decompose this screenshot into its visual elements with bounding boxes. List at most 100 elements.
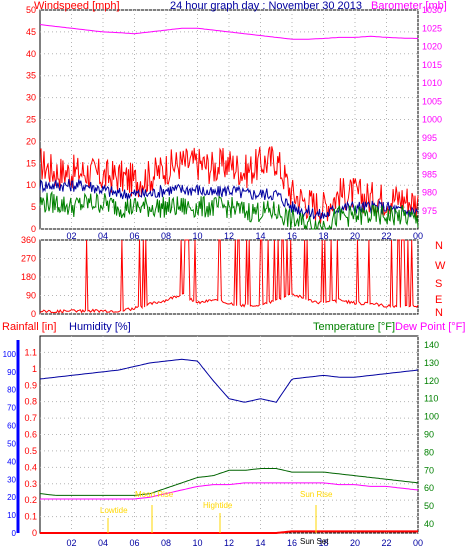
temp-tick-60: 60 — [424, 483, 434, 493]
x-tick-top-22: 22 — [381, 231, 391, 241]
temp-tick-120: 120 — [424, 376, 439, 386]
rain-tick-0.3: 0.3 — [24, 479, 37, 489]
humidity-tick-90: 90 — [7, 368, 16, 377]
x-tick-bottom-02: 02 — [66, 538, 76, 548]
temp-tick-80: 80 — [424, 447, 434, 457]
dir-tick-270: 270 — [21, 254, 36, 264]
x-tick-bottom-18: 18 — [318, 538, 328, 548]
x-tick-bottom-00: 00 — [413, 538, 423, 548]
temp-tick-140: 140 — [424, 340, 439, 350]
humidity-tick-20: 20 — [7, 493, 16, 502]
baro-tick-1025: 1025 — [422, 23, 442, 33]
wind-tick-40: 40 — [26, 49, 36, 59]
data-series — [39, 24, 419, 534]
rain-title: Rainfall [in] — [2, 321, 56, 333]
series-barometer — [39, 24, 419, 40]
rain-tick-0.5: 0.5 — [24, 446, 37, 456]
temp-tick-50: 50 — [424, 501, 434, 511]
dir-tick-0: 0 — [31, 309, 36, 319]
baro-tick-975: 975 — [422, 206, 437, 216]
annotation-sunrise: Sun Rise — [300, 490, 333, 499]
dir-tick-180: 180 — [21, 272, 36, 282]
rain-tick-1: 1 — [32, 364, 37, 374]
x-tick-bottom-12: 12 — [224, 538, 234, 548]
baro-tick-1030: 1030 — [422, 5, 442, 15]
annotation-lowtide: Lowtide — [100, 506, 128, 515]
x-tick-bottom-10: 10 — [192, 538, 202, 548]
x-tick-top-12: 12 — [224, 231, 234, 241]
series-direction — [39, 239, 419, 314]
humidity-tick-50: 50 — [7, 439, 16, 448]
x-tick-bottom-20: 20 — [350, 538, 360, 548]
humidity-tick-100: 100 — [3, 350, 17, 359]
x-tick-bottom-08: 08 — [161, 538, 171, 548]
annotation-hightide: Hightide — [203, 501, 233, 510]
x-tick-bottom-04: 04 — [98, 538, 108, 548]
dewpoint-title: Dew Point [°F] — [395, 321, 465, 333]
baro-tick-980: 980 — [422, 188, 437, 198]
x-tick-top-00: 00 — [413, 231, 423, 241]
humidity-tick-80: 80 — [7, 386, 16, 395]
humidity-tick-70: 70 — [7, 404, 16, 413]
rain-tick-0.1: 0.1 — [24, 512, 37, 522]
tick-labels: 0202040406060808101012121414161618182020… — [3, 5, 442, 548]
series-humidity — [39, 358, 419, 403]
baro-tick-995: 995 — [422, 133, 437, 143]
temp-tick-70: 70 — [424, 465, 434, 475]
wind-tick-15: 15 — [26, 158, 36, 168]
baro-tick-985: 985 — [422, 169, 437, 179]
baro-tick-1005: 1005 — [422, 96, 442, 106]
series-rainfall — [40, 530, 418, 534]
temperature-title: Temperature [°F] — [313, 321, 395, 333]
temp-tick-40: 40 — [424, 519, 434, 529]
baro-tick-1010: 1010 — [422, 78, 442, 88]
humidity-tick-60: 60 — [7, 422, 16, 431]
compass-n-top: N — [435, 240, 443, 252]
baro-tick-1020: 1020 — [422, 42, 442, 52]
series-dew-point — [40, 482, 419, 500]
baro-title: Barometer [mb] — [371, 0, 447, 12]
wind-tick-30: 30 — [26, 93, 36, 103]
rain-tick-0.7: 0.7 — [24, 413, 37, 423]
dir-tick-90: 90 — [26, 291, 36, 301]
x-tick-top-02: 02 — [66, 231, 76, 241]
temp-tick-130: 130 — [424, 358, 439, 368]
x-tick-top-06: 06 — [129, 231, 139, 241]
series-temperature — [39, 468, 419, 496]
series-gust — [39, 146, 419, 224]
x-tick-top-10: 10 — [192, 231, 202, 241]
baro-tick-1015: 1015 — [422, 60, 442, 70]
x-tick-top-08: 08 — [161, 231, 171, 241]
x-tick-top-16: 16 — [287, 231, 297, 241]
humidity-tick-10: 10 — [7, 511, 16, 520]
x-tick-bottom-22: 22 — [381, 538, 391, 548]
rain-tick-0.4: 0.4 — [24, 462, 37, 472]
x-tick-top-20: 20 — [350, 231, 360, 241]
humidity-title: Humidity [%] — [69, 321, 131, 333]
temp-tick-100: 100 — [424, 412, 439, 422]
dir-tick-360: 360 — [21, 235, 36, 245]
baro-tick-990: 990 — [422, 151, 437, 161]
wind-tick-45: 45 — [26, 27, 36, 37]
rain-tick-0.8: 0.8 — [24, 397, 37, 407]
compass-n-bottom: N — [435, 307, 443, 319]
wind-tick-25: 25 — [26, 115, 36, 125]
rain-tick-0.9: 0.9 — [24, 380, 37, 390]
x-tick-bottom-14: 14 — [255, 538, 265, 548]
x-tick-top-14: 14 — [255, 231, 265, 241]
annotation-moonrise: Moon Rise — [135, 490, 174, 499]
x-tick-top-18: 18 — [318, 231, 328, 241]
wind-tick-0: 0 — [31, 224, 36, 234]
compass-s: S — [435, 278, 442, 290]
compass-w: W — [435, 260, 446, 272]
wind-tick-35: 35 — [26, 71, 36, 81]
x-tick-bottom-16: 16 — [287, 538, 297, 548]
rain-tick-0: 0 — [32, 528, 37, 538]
baro-tick-1000: 1000 — [422, 115, 442, 125]
compass-e: E — [435, 294, 442, 306]
graph-title: 24 hour graph day : November 30 2013 — [170, 0, 362, 12]
rain-tick-1.1: 1.1 — [24, 347, 37, 357]
rain-tick-0.2: 0.2 — [24, 495, 37, 505]
rain-tick-0.6: 0.6 — [24, 430, 37, 440]
